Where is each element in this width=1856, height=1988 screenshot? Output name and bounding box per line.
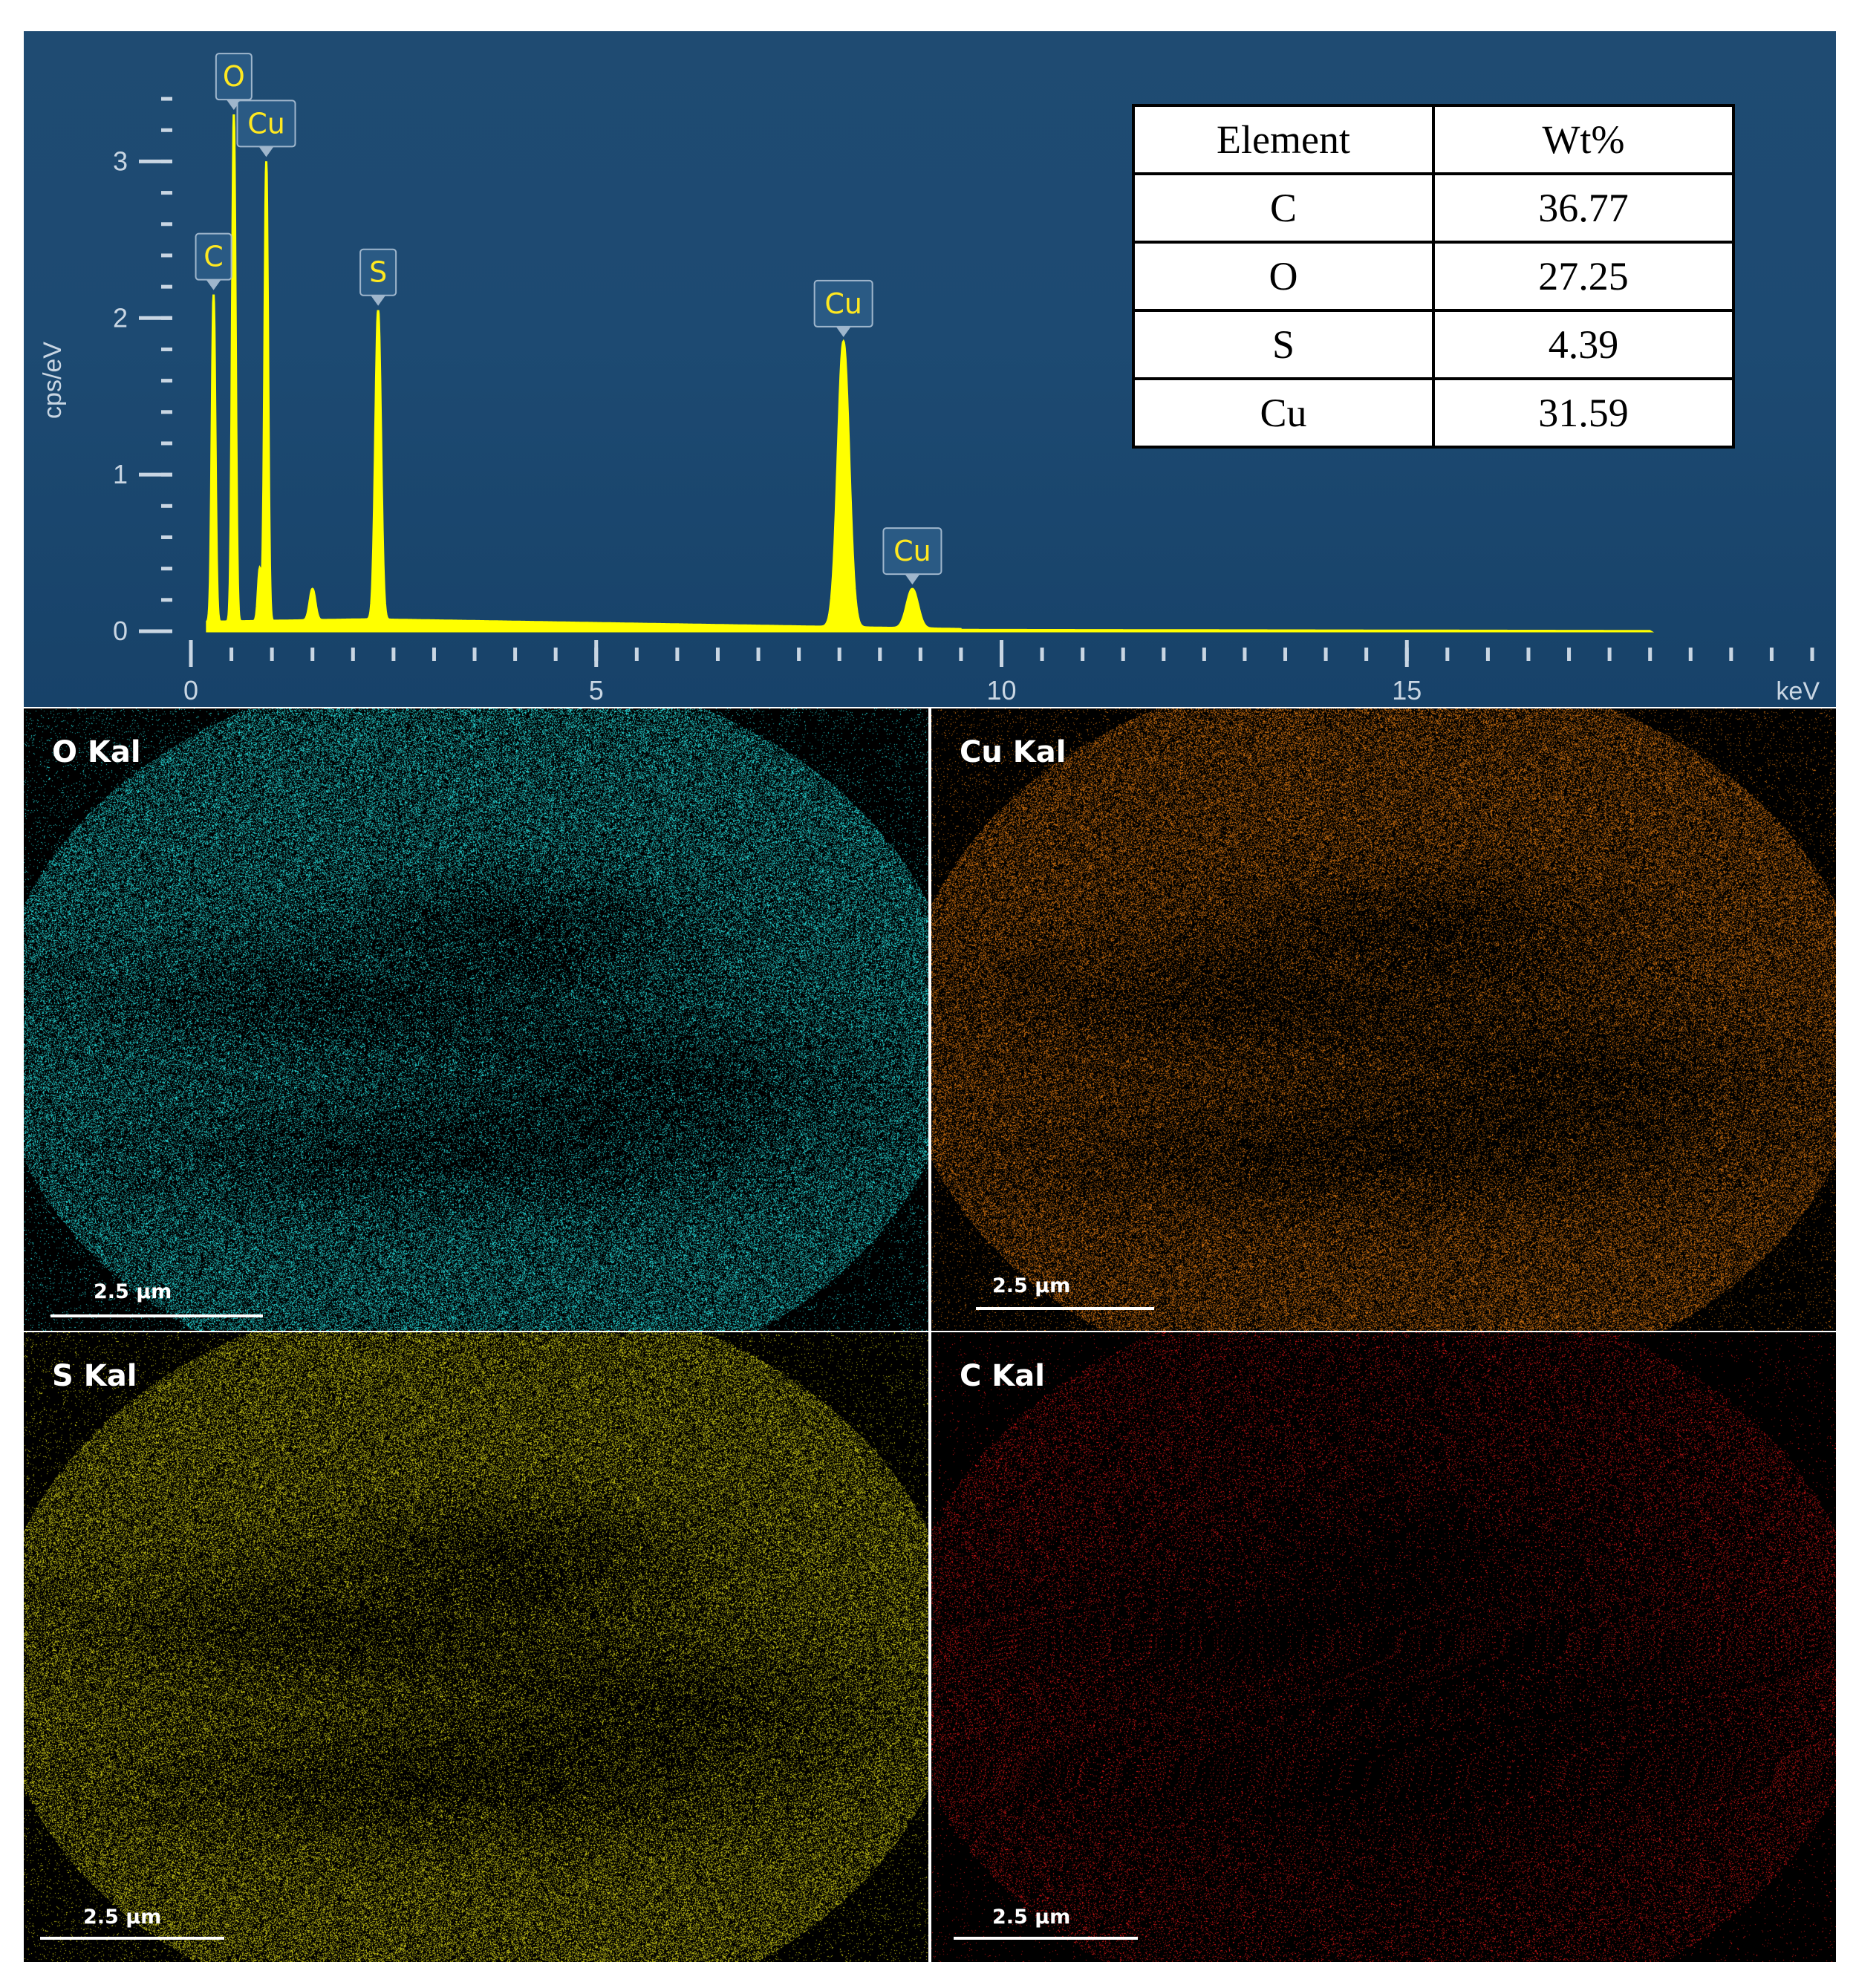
y-tick-label: 0 <box>113 616 128 646</box>
peak-label: Cu <box>893 535 931 567</box>
scale-bar-label: 2.5 µm <box>94 1280 172 1303</box>
table-header-wt: Wt% <box>1432 104 1735 175</box>
spectrum-trace <box>206 114 1655 633</box>
y-axis-title: cps/eV <box>39 342 67 419</box>
scale-bar-label: 2.5 µm <box>992 1274 1071 1297</box>
peak-label: O <box>223 60 245 93</box>
y-tick-label: 3 <box>113 146 128 176</box>
x-tick-label: 10 <box>986 675 1016 705</box>
scale-bar <box>954 1937 1138 1940</box>
x-tick-label: 5 <box>589 675 604 705</box>
map-label: S Kal <box>52 1359 137 1393</box>
o-kal-map-image <box>24 708 928 1331</box>
map-label: O Kal <box>52 735 141 769</box>
table-row: Cu 31.59 <box>1132 377 1735 449</box>
peak-label-pointer <box>905 574 920 585</box>
peak-label: S <box>369 256 387 289</box>
map-label: Cu Kal <box>960 735 1067 769</box>
table-row: O 27.25 <box>1132 241 1735 312</box>
scale-bar <box>51 1314 263 1317</box>
peak-label-pointer <box>258 146 274 157</box>
x-axis-title: keV <box>1776 677 1820 705</box>
table-cell-element: C <box>1132 172 1435 244</box>
peak-label: Cu <box>247 107 285 140</box>
y-tick-label: 2 <box>113 302 128 333</box>
peak-label-pointer <box>206 279 221 290</box>
table-header-row: Element Wt% <box>1132 104 1735 175</box>
c-kal-map-image <box>931 1332 1836 1962</box>
table-cell-element: O <box>1132 241 1435 312</box>
c-kal-map: C Kal 2.5 µm <box>931 1332 1836 1962</box>
table-cell-wt: 31.59 <box>1432 377 1735 449</box>
peak-label-pointer <box>371 295 386 306</box>
table-cell-wt: 4.39 <box>1432 309 1735 380</box>
scale-bar <box>40 1937 224 1940</box>
table-cell-element: S <box>1132 309 1435 380</box>
x-tick-label: 0 <box>183 675 198 705</box>
o-kal-map: O Kal 2.5 µm <box>24 708 928 1331</box>
peak-label: C <box>203 241 224 273</box>
peak-label-pointer <box>836 326 851 337</box>
map-label: C Kal <box>960 1359 1045 1393</box>
cu-kal-map-image <box>931 708 1836 1331</box>
weight-percent-table: Element Wt% C 36.77 O 27.25 S 4.39 Cu 31… <box>1132 104 1735 449</box>
y-tick-label: 1 <box>113 459 128 489</box>
table-row: S 4.39 <box>1132 309 1735 380</box>
peak-label: Cu <box>824 287 862 320</box>
s-kal-map-image <box>24 1332 928 1962</box>
table-cell-wt: 27.25 <box>1432 241 1735 312</box>
table-cell-wt: 36.77 <box>1432 172 1735 244</box>
scale-bar-label: 2.5 µm <box>992 1906 1071 1929</box>
table-cell-element: Cu <box>1132 377 1435 449</box>
scale-bar <box>976 1307 1154 1310</box>
table-header-element: Element <box>1132 104 1435 175</box>
cu-kal-map: Cu Kal 2.5 µm <box>931 708 1836 1331</box>
s-kal-map: S Kal 2.5 µm <box>24 1332 928 1962</box>
table-row: C 36.77 <box>1132 172 1735 244</box>
scale-bar-label: 2.5 µm <box>83 1906 162 1929</box>
x-tick-label: 15 <box>1392 675 1422 705</box>
